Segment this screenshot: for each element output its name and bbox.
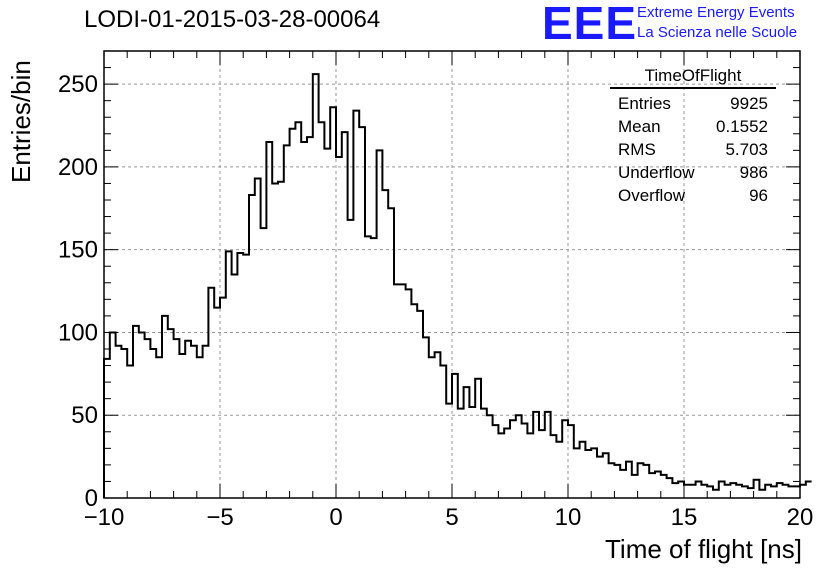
stats-row-rms: RMS 5.703 bbox=[610, 138, 776, 161]
eee-logo: EEE bbox=[542, 0, 638, 49]
y-tick-label: 50 bbox=[71, 402, 98, 429]
logo-line-1: Extreme Energy Events bbox=[637, 4, 795, 21]
y-axis-label: Entries/bin bbox=[6, 60, 36, 183]
stats-row-overflow: Overflow 96 bbox=[610, 184, 776, 207]
stats-label: RMS bbox=[618, 140, 656, 159]
x-tick-label: −5 bbox=[206, 504, 233, 531]
stats-value: 5.703 bbox=[725, 140, 768, 159]
x-tick-label: 15 bbox=[671, 504, 698, 531]
stats-label: Entries bbox=[618, 94, 671, 113]
x-tick-label: 5 bbox=[445, 504, 458, 531]
chart-title: LODI-01-2015-03-28-00064 bbox=[84, 6, 381, 33]
y-tick-label: 100 bbox=[58, 319, 98, 346]
stats-label: Underflow bbox=[618, 163, 695, 182]
stats-box: TimeOfFlight Entries 9925 Mean 0.1552 RM… bbox=[610, 66, 776, 207]
histogram-line bbox=[103, 73, 812, 498]
stats-label: Overflow bbox=[618, 186, 686, 205]
stats-value: 9925 bbox=[730, 94, 768, 113]
stats-value: 986 bbox=[739, 163, 768, 182]
stats-label: Mean bbox=[618, 117, 661, 136]
y-tick-label: 0 bbox=[85, 485, 98, 512]
y-tick-label: 150 bbox=[58, 237, 98, 264]
x-axis-label: Time of flight [ns] bbox=[605, 534, 802, 564]
stats-row-entries: Entries 9925 bbox=[610, 92, 776, 115]
y-tick-label: 200 bbox=[58, 154, 98, 181]
y-tick-label: 250 bbox=[58, 71, 98, 98]
ticks-layer bbox=[103, 50, 801, 499]
x-tick-label: 10 bbox=[555, 504, 582, 531]
stats-row-mean: Mean 0.1552 bbox=[610, 115, 776, 138]
x-tick-label: −10 bbox=[84, 504, 125, 531]
x-tick-label: 0 bbox=[329, 504, 342, 531]
stats-box-title: TimeOfFlight bbox=[610, 66, 776, 89]
stats-value: 0.1552 bbox=[716, 117, 768, 136]
logo-line-2: La Scienza nelle Scuole bbox=[637, 24, 798, 41]
stats-row-underflow: Underflow 986 bbox=[610, 161, 776, 184]
stats-value: 96 bbox=[749, 186, 768, 205]
x-tick-label: 20 bbox=[787, 504, 814, 531]
